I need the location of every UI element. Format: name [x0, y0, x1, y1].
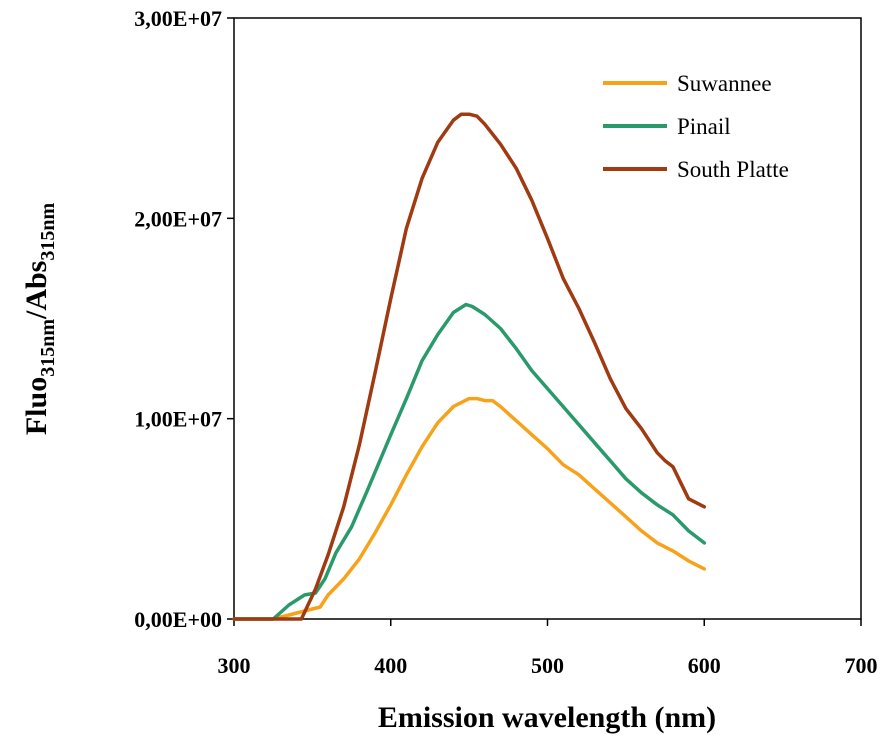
y-tick-label: 3,00E+07 [134, 6, 222, 31]
legend: Suwannee Pinail South Platte [603, 71, 789, 182]
legend-label: Suwannee [677, 71, 772, 96]
y-tick-label: 2,00E+07 [134, 206, 222, 231]
y-axis-title: Fluo315nm/Abs315nm [20, 203, 59, 436]
y-axis-title-sub1: 315nm [37, 319, 59, 377]
y-axis-title-part2: /Abs [20, 261, 53, 320]
legend-label: South Platte [677, 157, 789, 182]
series-line-pinail [232, 302, 707, 621]
series-line-suwannee [232, 396, 707, 621]
x-axis-title: Emission wavelength (nm) [378, 701, 716, 734]
series-lines [232, 112, 707, 621]
x-tick-label: 500 [531, 653, 564, 678]
series-line-south-platte [232, 112, 707, 621]
x-tick-label: 600 [688, 653, 721, 678]
y-axis-title-part1: Fluo [20, 377, 53, 435]
y-tick-label: 1,00E+07 [134, 407, 222, 432]
x-axis-ticks: 300 400 500 600 700 [218, 619, 878, 678]
y-axis-title-sub2: 315nm [37, 203, 59, 261]
plot-area [233, 17, 862, 620]
legend-label: Pinail [677, 114, 731, 139]
y-tick-label: 0,00E+00 [134, 607, 222, 632]
x-tick-label: 700 [845, 653, 878, 678]
y-axis-ticks: 0,00E+00 1,00E+07 2,00E+07 3,00E+07 [134, 6, 234, 632]
x-tick-label: 300 [218, 653, 251, 678]
x-tick-label: 400 [374, 653, 407, 678]
